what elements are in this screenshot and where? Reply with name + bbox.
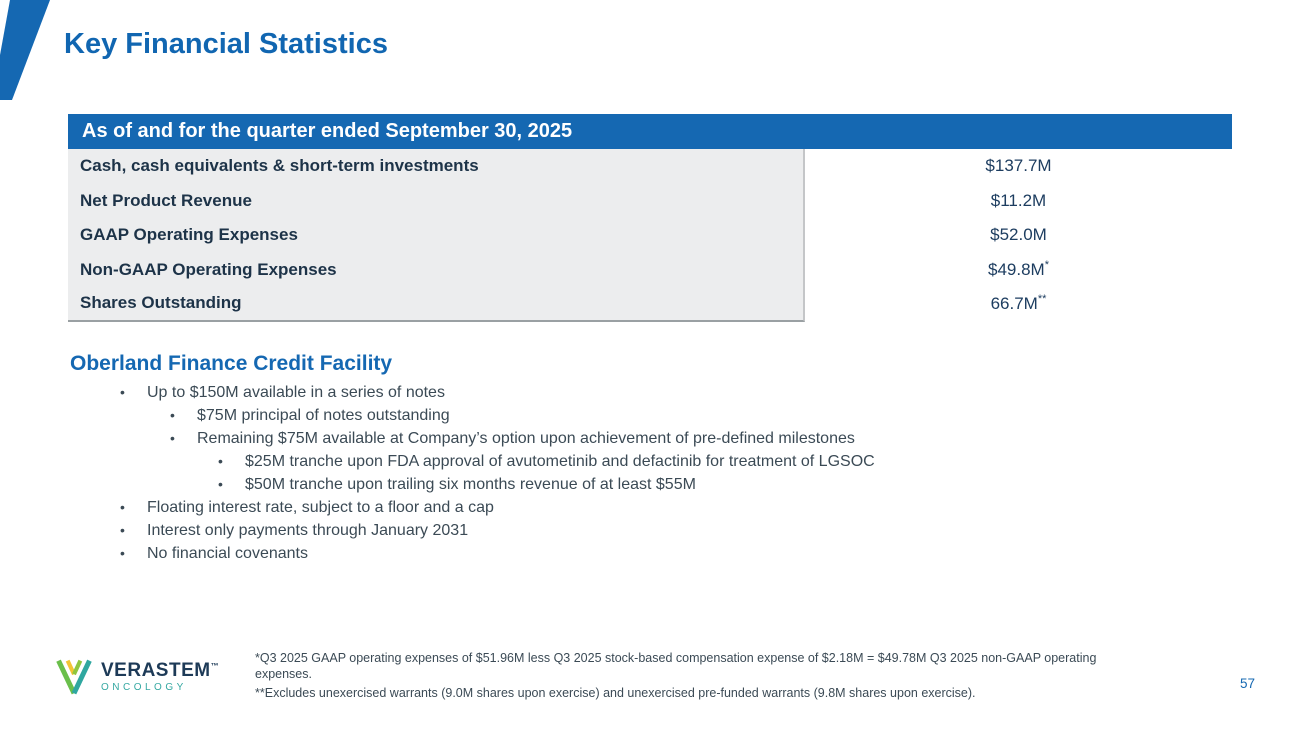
section-heading: Oberland Finance Credit Facility [70,352,393,375]
verastem-v-icon [56,659,92,695]
bullet-text: Up to $150M available in a series of not… [147,384,445,401]
row-label: Net Product Revenue [68,183,805,218]
value-text: $52.0M [990,225,1047,245]
bullet-item: No financial covenants [70,542,1170,565]
row-label: GAAP Operating Expenses [68,218,805,253]
table-row: Non-GAAP Operating Expenses $49.8M * [68,252,1232,288]
row-label: Shares Outstanding [68,287,805,322]
bullet-item: $75M principal of notes outstanding [70,404,1170,427]
row-value: $49.8M * [805,253,1232,288]
row-value: 66.7M ** [805,287,1232,322]
page-title: Key Financial Statistics [64,28,388,60]
footnote-marker: ** [1037,293,1047,306]
footnote-line: *Q3 2025 GAAP operating expenses of $51.… [255,651,1097,682]
bullet-item: $25M tranche upon FDA approval of avutom… [70,450,1170,473]
bullet-list: Up to $150M available in a series of not… [70,381,1170,565]
bullet-text: Remaining $75M available at Company’s op… [197,430,855,447]
footnotes: *Q3 2025 GAAP operating expenses of $51.… [255,650,1155,703]
value-text: 66.7M [990,294,1038,314]
bullet-item: Remaining $75M available at Company’s op… [70,427,1170,450]
row-label: Cash, cash equivalents & short-term inve… [68,149,805,184]
row-label: Non-GAAP Operating Expenses [68,252,805,287]
financial-table: As of and for the quarter ended Septembe… [68,114,1232,322]
row-value: $52.0M [805,218,1232,253]
row-value: $137.7M [805,149,1232,184]
bullet-item: Floating interest rate, subject to a flo… [70,496,1170,519]
bullet-text: Interest only payments through January 2… [147,522,469,539]
value-text: $49.8M [988,259,1045,279]
footnote-marker: * [1044,258,1049,271]
table-header: As of and for the quarter ended Septembe… [68,114,1232,149]
bullet-item: Up to $150M available in a series of not… [70,381,1170,404]
footnote-line: **Excludes unexercised warrants (9.0M sh… [255,685,976,700]
value-text: $11.2M [990,190,1047,210]
bullet-item: $50M tranche upon trailing six months re… [70,473,1170,496]
bullet-text: $25M tranche upon FDA approval of avutom… [245,453,875,470]
logo-name: VERASTEM™ [101,661,219,680]
bullet-text: Floating interest rate, subject to a flo… [147,499,494,516]
trademark-symbol: ™ [210,661,220,671]
bullet-text: $50M tranche upon trailing six months re… [245,476,696,493]
table-row: Cash, cash equivalents & short-term inve… [68,149,1232,184]
logo-subtitle: ONCOLOGY [101,682,187,693]
table-row: Net Product Revenue $11.2M [68,183,1232,219]
corner-accent-shape [0,0,50,100]
logo-text: VERASTEM™ ONCOLOGY [101,661,219,693]
bullet-text: No financial covenants [147,545,308,562]
logo-name-text: VERASTEM [101,660,211,681]
verastem-logo: VERASTEM™ ONCOLOGY [54,656,219,698]
row-value: $11.2M [805,184,1232,219]
table-row: GAAP Operating Expenses $52.0M [68,218,1232,253]
value-text: $137.7M [985,156,1052,176]
table-row: Shares Outstanding 66.7M ** [68,287,1232,322]
bullet-text: $75M principal of notes outstanding [197,407,450,424]
bullet-item: Interest only payments through January 2… [70,519,1170,542]
page-number: 57 [1240,676,1256,691]
